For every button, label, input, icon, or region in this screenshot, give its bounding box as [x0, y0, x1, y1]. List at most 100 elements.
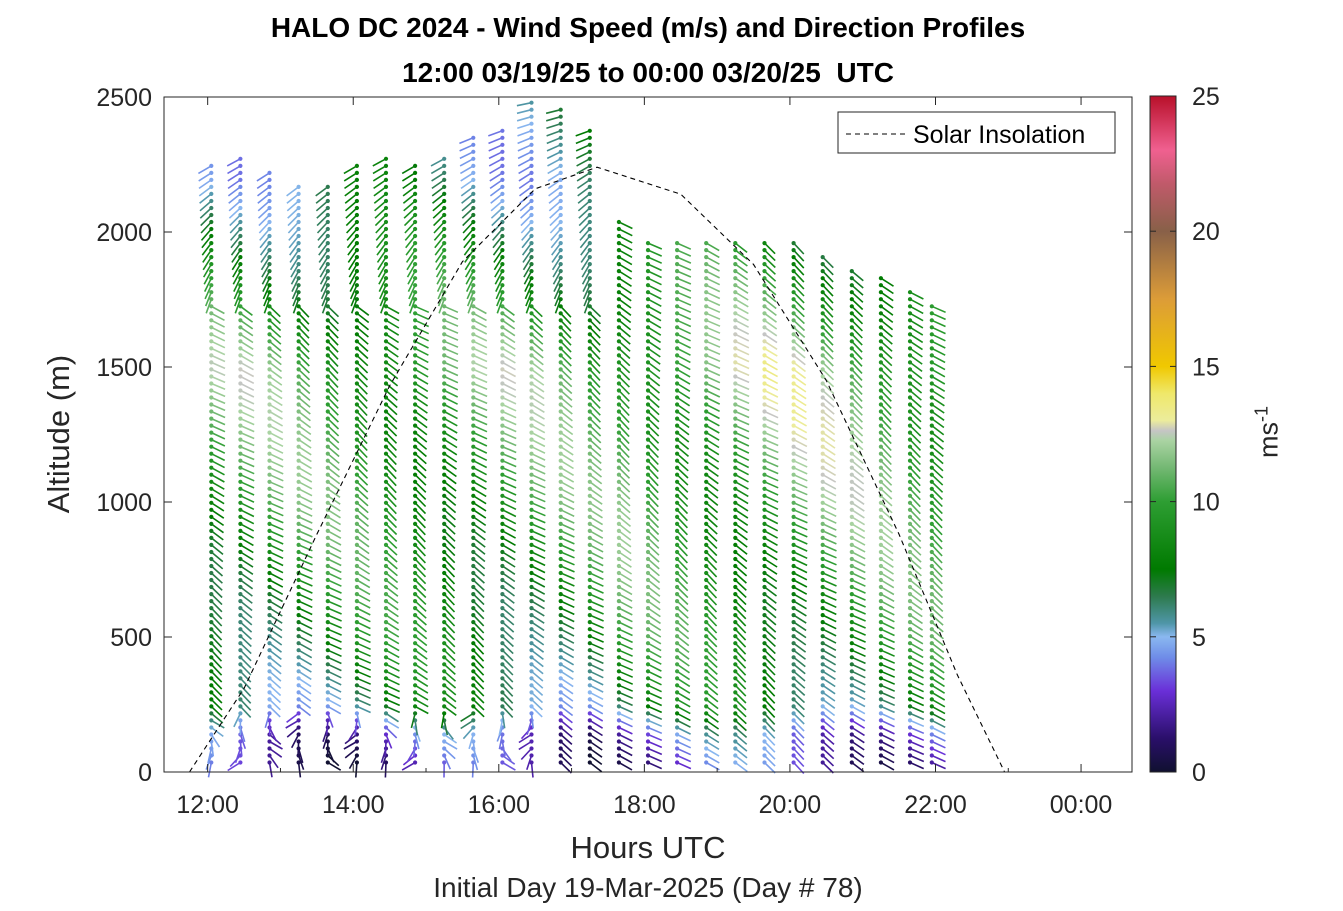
wind-barb — [269, 382, 283, 393]
wind-barb — [210, 684, 223, 697]
wind-barb-dot — [645, 753, 651, 758]
wind-barb — [349, 277, 358, 292]
wind-barb-dot — [929, 549, 934, 555]
wind-barb — [414, 460, 427, 472]
wind-barb-dot — [878, 409, 884, 414]
wind-barb — [375, 235, 387, 249]
wind-barb — [502, 382, 517, 391]
wind-barb — [501, 593, 515, 604]
wind-barb-dot — [471, 283, 476, 288]
wind-barb-dot — [791, 465, 796, 470]
wind-barb-dot — [929, 479, 934, 484]
wind-barb-dot — [849, 760, 854, 765]
wind-barb — [909, 747, 925, 756]
wind-barb — [676, 305, 692, 314]
wind-barb — [880, 418, 892, 431]
wind-barb — [705, 467, 719, 478]
wind-barb-dot — [471, 332, 476, 337]
wind-barb-dot — [471, 170, 476, 175]
wind-barb — [589, 747, 603, 758]
wind-barb-dot — [238, 367, 243, 372]
wind-barb — [298, 410, 311, 422]
wind-barb-dot — [733, 711, 738, 716]
wind-barb — [443, 410, 458, 420]
wind-barb-dot — [907, 753, 913, 758]
wind-barb-dot — [929, 507, 934, 512]
wind-barb-dot — [587, 563, 592, 569]
wind-barb-dot — [209, 409, 214, 414]
wind-barb-dot — [442, 423, 447, 428]
wind-barb — [443, 431, 458, 441]
wind-barb-dot — [762, 430, 767, 435]
wind-barb — [269, 452, 284, 461]
wind-barb — [589, 389, 601, 402]
wind-barb — [705, 453, 720, 463]
wind-barb — [851, 705, 866, 715]
wind-barb-dot — [645, 297, 651, 302]
wind-barb — [676, 523, 688, 536]
wind-barb — [589, 460, 602, 471]
colorbar-tick-label: 5 — [1192, 624, 1206, 652]
wind-barb — [298, 438, 312, 449]
wind-barb — [589, 614, 604, 622]
wind-barb-dot — [413, 360, 418, 365]
wind-barb — [647, 382, 661, 394]
wind-barb — [763, 635, 776, 647]
wind-barb — [764, 312, 777, 323]
wind-barb — [438, 298, 445, 314]
wind-barb-dot — [529, 318, 534, 323]
wind-barb-dot — [704, 297, 709, 302]
wind-barb — [239, 670, 252, 683]
wind-barb-dot — [325, 388, 330, 393]
wind-barb — [931, 375, 946, 385]
wind-barb — [239, 734, 247, 749]
wind-barb — [408, 284, 416, 300]
wind-barb — [851, 607, 866, 615]
wind-barb — [676, 403, 690, 414]
wind-barb — [763, 291, 777, 303]
wind-barb — [327, 628, 342, 636]
wind-barb — [560, 446, 574, 456]
wind-barb — [618, 656, 634, 664]
wind-barb — [647, 719, 663, 728]
wind-barb — [501, 572, 516, 583]
wind-barb — [240, 389, 255, 398]
wind-barb — [517, 130, 532, 137]
wind-barb — [443, 649, 456, 662]
wind-barb — [210, 438, 226, 447]
wind-barb-dot — [762, 409, 767, 414]
wind-barb — [647, 670, 662, 679]
wind-barb-dot — [587, 156, 592, 161]
wind-barb-dot — [616, 662, 622, 667]
wind-barb-dot — [791, 641, 796, 646]
wind-barb-dot — [791, 542, 796, 548]
wind-barb-dot — [645, 676, 651, 681]
wind-barb — [793, 319, 806, 332]
wind-barb-dot — [529, 599, 534, 604]
wind-barb — [764, 509, 779, 518]
wind-barb-dot — [820, 381, 825, 386]
wind-barb — [880, 614, 895, 623]
wind-barb-dot — [442, 458, 447, 463]
wind-barb — [488, 137, 503, 145]
wind-barb — [502, 361, 516, 371]
wind-barb — [576, 179, 591, 190]
wind-barb — [472, 382, 488, 391]
wind-barb — [589, 368, 601, 381]
wind-barb — [822, 691, 836, 702]
wind-barb-dot — [354, 746, 359, 751]
wind-barb — [734, 326, 750, 335]
wind-barb-dot — [296, 627, 301, 632]
wind-barb-dot — [820, 662, 825, 667]
wind-barb-dot — [675, 458, 680, 463]
wind-barb-dot — [907, 662, 913, 667]
wind-barb-dot — [529, 472, 534, 477]
wind-barb-dot — [529, 655, 534, 660]
wind-barb-dot — [238, 423, 243, 428]
wind-barb-dot — [383, 177, 389, 182]
wind-barb-dot — [733, 704, 738, 709]
wind-barb-dot — [820, 423, 825, 428]
wind-barb — [356, 691, 371, 700]
wind-barb-dot — [929, 669, 934, 674]
wind-barb-dot — [267, 360, 272, 365]
